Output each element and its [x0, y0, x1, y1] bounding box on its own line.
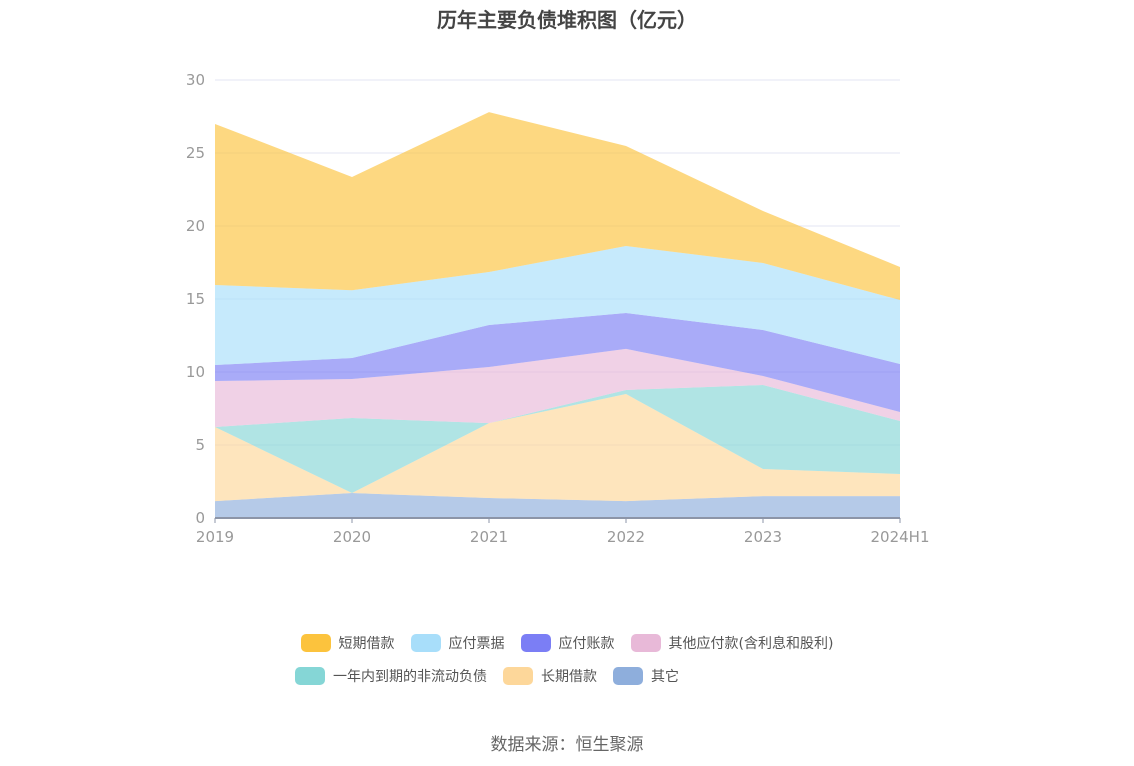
stacked-area-chart: 0 5 10 15 20 25 30 2019 2020 2021 2022 2023 2024H1: [186, 71, 930, 546]
legend-label: 应付票据: [448, 636, 505, 652]
x-tick-label: 2019: [196, 528, 234, 546]
y-tick-label: 15: [186, 290, 205, 308]
area-应付票据: [215, 246, 900, 365]
x-tick-label: 2022: [607, 528, 645, 546]
area-应付账款: [215, 313, 900, 413]
legend-swatch: [503, 667, 533, 685]
y-tick-label: 30: [186, 71, 205, 89]
legend-row-2: 一年内到期的非流动负债 长期借款 其它: [0, 666, 1134, 686]
chart-title: 历年主要负债堆积图（亿元）: [437, 8, 697, 32]
legend-label: 长期借款: [541, 669, 597, 685]
y-tick-label: 5: [195, 436, 205, 454]
area-其它: [215, 493, 900, 518]
legend-swatch: [295, 667, 325, 685]
area-长期借款: [215, 394, 900, 502]
x-tick-label: 2023: [744, 528, 782, 546]
y-tick-label: 0: [195, 509, 205, 527]
data-source: 数据来源：恒生聚源: [490, 735, 644, 755]
area-短期借款: [215, 112, 900, 301]
x-tick-label: 2020: [333, 528, 371, 546]
area-一年内到期的非流动负债: [215, 384, 900, 494]
legend-label: 一年内到期的非流动负债: [333, 669, 487, 685]
legend-item-其他应付款[interactable]: 其他应付款(含利息和股利): [630, 633, 834, 653]
legend-item-应付账款[interactable]: 应付账款: [520, 633, 615, 653]
legend-swatch: [630, 634, 661, 652]
area-其他应付款(含利息和股利): [215, 348, 900, 428]
legend-swatch: [520, 634, 551, 652]
x-tick-label: 2024H1: [871, 528, 930, 546]
legend-item-长期借款[interactable]: 长期借款: [503, 666, 597, 686]
legend-item-短期借款[interactable]: 短期借款: [300, 633, 395, 653]
x-tick-label: 2021: [470, 528, 508, 546]
legend-swatch: [300, 634, 331, 652]
legend-label: 短期借款: [338, 636, 395, 652]
legend-label: 应付账款: [558, 636, 615, 652]
legend-item-一年内到期的非流动负债[interactable]: 一年内到期的非流动负债: [295, 666, 487, 686]
legend-swatch: [410, 634, 441, 652]
legend-swatch: [613, 667, 643, 685]
legend-label: 其他应付款(含利息和股利): [668, 636, 834, 652]
legend-row-1: 短期借款 应付票据 应付账款 其他应付款(含利息和股利): [0, 633, 1134, 653]
y-tick-label: 20: [186, 217, 205, 235]
legend-item-应付票据[interactable]: 应付票据: [410, 633, 505, 653]
y-tick-label: 25: [186, 144, 205, 162]
legend-item-其它[interactable]: 其它: [613, 666, 679, 686]
y-tick-label: 10: [186, 363, 205, 381]
legend-label: 其它: [651, 669, 679, 685]
